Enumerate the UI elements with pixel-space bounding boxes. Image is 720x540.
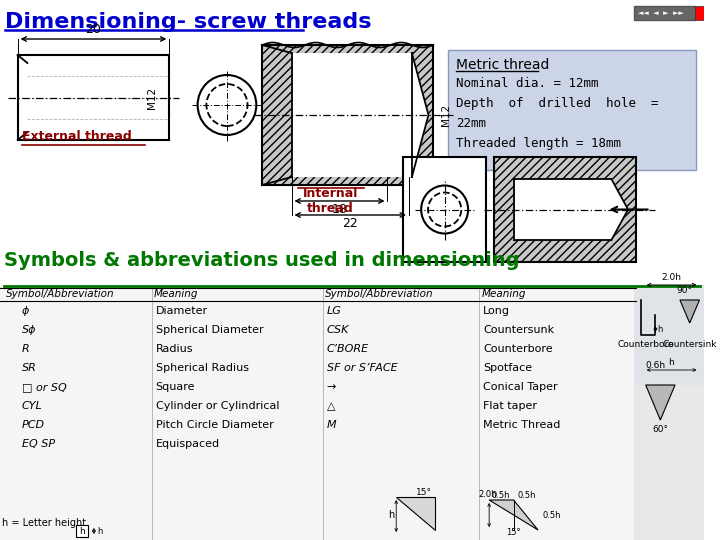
Text: h: h: [97, 526, 102, 536]
Polygon shape: [396, 497, 436, 530]
Polygon shape: [680, 300, 700, 323]
Text: Sϕ: Sϕ: [22, 325, 36, 335]
Polygon shape: [489, 500, 538, 530]
Text: 18: 18: [331, 203, 348, 216]
Bar: [634, 286, 704, 540]
Text: Square: Square: [156, 382, 195, 392]
Bar: [262, 45, 433, 185]
Text: Equispaced: Equispaced: [156, 439, 220, 449]
Text: Countersunk: Countersunk: [483, 325, 554, 335]
Bar: [513, 179, 611, 240]
Text: Depth  of  drilled  hole  =: Depth of drilled hole =: [456, 97, 658, 110]
Text: External thread: External thread: [22, 130, 131, 143]
Text: M12: M12: [441, 104, 451, 126]
Text: h: h: [79, 526, 85, 536]
Text: Meaning: Meaning: [153, 289, 198, 299]
Text: PCD: PCD: [22, 420, 45, 430]
Text: SF or S’FACE: SF or S’FACE: [327, 363, 397, 373]
Text: 15°: 15°: [506, 528, 521, 537]
Text: R: R: [22, 344, 30, 354]
Polygon shape: [412, 53, 428, 177]
Text: Flat taper: Flat taper: [483, 401, 537, 411]
Text: Symbols & abbreviations used in dimensioning: Symbols & abbreviations used in dimensio…: [4, 251, 519, 270]
Text: 0.5h: 0.5h: [517, 491, 536, 500]
Text: Metric Thread: Metric Thread: [483, 420, 561, 430]
Text: 90°: 90°: [677, 286, 693, 295]
Text: ϕ: ϕ: [22, 306, 29, 316]
Text: C’BORE: C’BORE: [327, 344, 369, 354]
Text: →: →: [327, 382, 336, 392]
Text: 0.5h: 0.5h: [492, 491, 510, 500]
Text: M12: M12: [147, 86, 157, 109]
Text: Cylinder or Cylindrical: Cylinder or Cylindrical: [156, 401, 279, 411]
Text: h: h: [657, 325, 663, 334]
Text: Pitch Circle Diameter: Pitch Circle Diameter: [156, 420, 274, 430]
Text: 2.0h: 2.0h: [478, 490, 497, 499]
Text: Long: Long: [483, 306, 510, 316]
Circle shape: [197, 75, 256, 135]
Text: Conical Taper: Conical Taper: [483, 382, 558, 392]
Text: 22: 22: [342, 217, 358, 230]
Text: Diameter: Diameter: [156, 306, 207, 316]
Bar: [448, 50, 696, 170]
Text: 0.6h: 0.6h: [646, 361, 666, 369]
Text: CSK: CSK: [327, 325, 349, 335]
Text: LG: LG: [327, 306, 341, 316]
Bar: [292, 53, 412, 177]
Bar: [17, 55, 169, 140]
Circle shape: [421, 186, 468, 233]
Text: Counterbore: Counterbore: [483, 344, 553, 354]
Text: EQ SP: EQ SP: [22, 439, 55, 449]
Bar: [634, 6, 695, 20]
Bar: [695, 6, 706, 20]
Text: Threaded length = 18mm: Threaded length = 18mm: [456, 137, 621, 150]
Polygon shape: [611, 179, 628, 240]
Text: 60°: 60°: [652, 425, 668, 434]
Text: 20: 20: [86, 23, 102, 36]
Text: h: h: [668, 358, 674, 367]
Text: △: △: [327, 401, 336, 411]
Text: SR: SR: [22, 363, 37, 373]
Text: Nominal dia. = 12mm: Nominal dia. = 12mm: [456, 77, 598, 90]
Text: 22mm: 22mm: [456, 117, 486, 130]
Circle shape: [207, 84, 248, 126]
Text: Symbol/Abbreviation: Symbol/Abbreviation: [6, 289, 114, 299]
Text: Spotface: Spotface: [483, 363, 532, 373]
Text: Radius: Radius: [156, 344, 193, 354]
Text: 2.0h: 2.0h: [661, 273, 681, 282]
Text: Internal
thread: Internal thread: [303, 187, 359, 215]
Bar: [403, 157, 486, 262]
Text: Counterbore: Counterbore: [617, 340, 674, 349]
Text: 15°: 15°: [415, 488, 431, 497]
Text: Symbol/Abbreviation: Symbol/Abbreviation: [325, 289, 433, 299]
Circle shape: [428, 192, 462, 226]
Text: ◄◄  ◄  ►  ►►: ◄◄ ◄ ► ►►: [638, 10, 683, 16]
Bar: [634, 285, 704, 385]
Polygon shape: [646, 385, 675, 420]
Text: Countersink: Countersink: [662, 340, 717, 349]
Text: Metric thread: Metric thread: [456, 58, 549, 72]
Text: Spherical Diameter: Spherical Diameter: [156, 325, 264, 335]
Bar: [0, 286, 704, 540]
Bar: [494, 157, 636, 262]
Text: 0.5h: 0.5h: [543, 510, 562, 519]
Text: h: h: [388, 510, 395, 520]
Text: CYL: CYL: [22, 401, 42, 411]
Bar: [76, 525, 88, 537]
Text: M: M: [327, 420, 336, 430]
Text: □ or SQ: □ or SQ: [22, 382, 66, 392]
Text: h = Letter height: h = Letter height: [2, 518, 86, 528]
Text: Spherical Radius: Spherical Radius: [156, 363, 248, 373]
Text: Dimensioning- screw threads: Dimensioning- screw threads: [5, 12, 372, 32]
Text: Meaning: Meaning: [482, 289, 526, 299]
